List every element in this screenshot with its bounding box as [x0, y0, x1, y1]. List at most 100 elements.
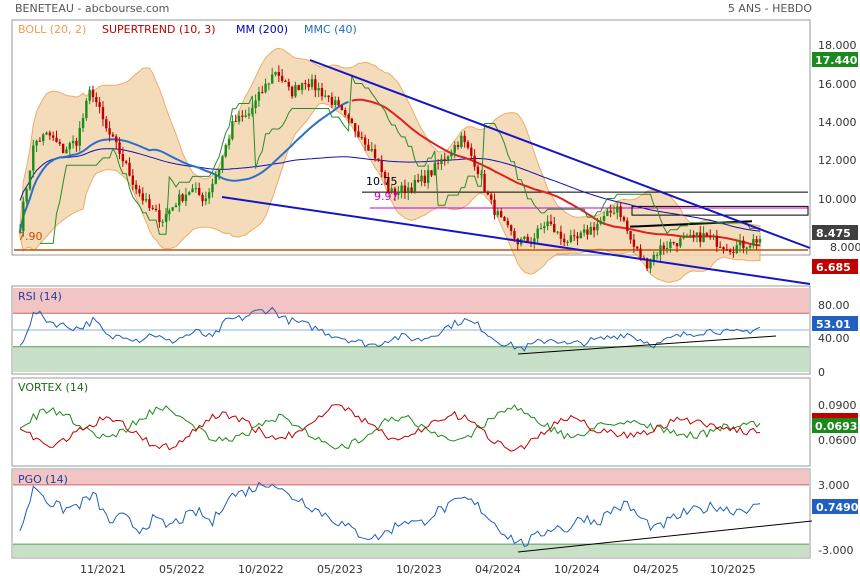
chart-title: BENETEAU - abcbourse.com [15, 2, 170, 15]
candle-body [738, 240, 742, 246]
candle-body [38, 140, 42, 142]
rsi-trend-line [517, 335, 777, 355]
candle-body [270, 74, 274, 84]
candle-body [426, 170, 430, 183]
candle-body [134, 184, 138, 190]
candle-body [247, 113, 251, 116]
candle-body [748, 245, 752, 248]
legend-mm200: MM (200) [236, 23, 288, 36]
vortex-tick-0900: 0.0900 [818, 399, 857, 412]
candle-body [174, 205, 178, 208]
candle-body [61, 143, 65, 154]
candle-body [264, 83, 267, 93]
candle-body [400, 185, 403, 193]
x-label-8: 10/2025 [710, 563, 756, 576]
candle-body [523, 236, 526, 239]
price-layer [14, 47, 811, 285]
candle-body [383, 172, 387, 179]
candle-body [207, 192, 211, 199]
candle-body [204, 198, 208, 202]
candle-body [705, 233, 709, 237]
price-tick-10: 10.000 [818, 193, 857, 206]
candle-body [652, 255, 656, 262]
candle-body [526, 236, 529, 242]
candle-body [430, 170, 433, 176]
candle-body [118, 142, 121, 154]
candle-body [715, 235, 719, 247]
candle-body [254, 100, 257, 109]
candle-body [742, 240, 745, 249]
candle-body [294, 85, 297, 97]
candle-body [68, 143, 71, 150]
candle-body [257, 91, 261, 101]
candle-body [334, 100, 337, 105]
badge-high: 17.440 [815, 54, 858, 67]
candle-body [181, 194, 184, 202]
x-label-6: 10/2024 [554, 563, 600, 576]
candle-body [18, 231, 22, 233]
price-tick-18: 18.000 [818, 39, 857, 52]
candle-body [662, 245, 665, 249]
pgo-tick-3: 3.000 [818, 479, 850, 492]
candle-body [563, 238, 566, 243]
pgo-line [19, 481, 761, 548]
candle-body [712, 235, 715, 237]
candle-body [154, 208, 158, 211]
candle-body [619, 206, 622, 218]
candle-body [655, 255, 659, 257]
candle-body [735, 245, 738, 253]
candle-body [417, 179, 420, 182]
candle-body [22, 201, 25, 232]
candle-body [138, 189, 141, 194]
bollinger-band [19, 47, 761, 283]
candle-body [347, 114, 350, 119]
candle-body [144, 199, 148, 201]
x-label-0: 11/2021 [80, 563, 126, 576]
candle-body [572, 235, 576, 237]
candle-body [609, 210, 612, 213]
candle-body [300, 83, 304, 91]
candle-body [91, 89, 95, 98]
candle-body [672, 241, 675, 244]
candle-body [470, 147, 473, 156]
candle-body [367, 144, 370, 151]
candle-body [35, 140, 38, 146]
rsi-line [19, 306, 761, 352]
candle-body [755, 239, 758, 243]
candle-body [599, 220, 602, 224]
period-label: 5 ANS - HEBDO [727, 2, 812, 15]
candle-body [559, 231, 563, 239]
candle-body [566, 241, 569, 243]
candle-body [194, 188, 198, 190]
candle-body [171, 207, 174, 211]
rsi-badge-bg [812, 316, 858, 331]
candle-body [387, 178, 390, 192]
candle-body [217, 168, 221, 176]
candle-body [589, 227, 592, 235]
candle-body [363, 137, 367, 145]
pgo-layer [13, 470, 813, 557]
candle-body [440, 158, 443, 164]
badge-high-bg [812, 52, 858, 67]
candle-body [75, 140, 78, 146]
candle-body [576, 236, 579, 239]
rsi-layer [13, 288, 809, 372]
candle-body [533, 238, 536, 244]
candle-body [699, 232, 702, 242]
candle-body [344, 110, 347, 115]
candle-body [456, 145, 460, 147]
candle-body [612, 212, 616, 214]
candle-body [665, 248, 669, 250]
candle-body [25, 189, 28, 202]
candle-body [234, 121, 237, 123]
candle-body [675, 243, 679, 247]
vortex-tick-0600: 0.0600 [818, 434, 857, 447]
candle-body [496, 211, 500, 215]
candle-body [191, 188, 194, 193]
supertrend-line [39, 75, 760, 244]
candle-body [499, 211, 503, 218]
candle-body [393, 188, 397, 195]
candle-body [679, 238, 682, 247]
candle-body [642, 257, 646, 259]
